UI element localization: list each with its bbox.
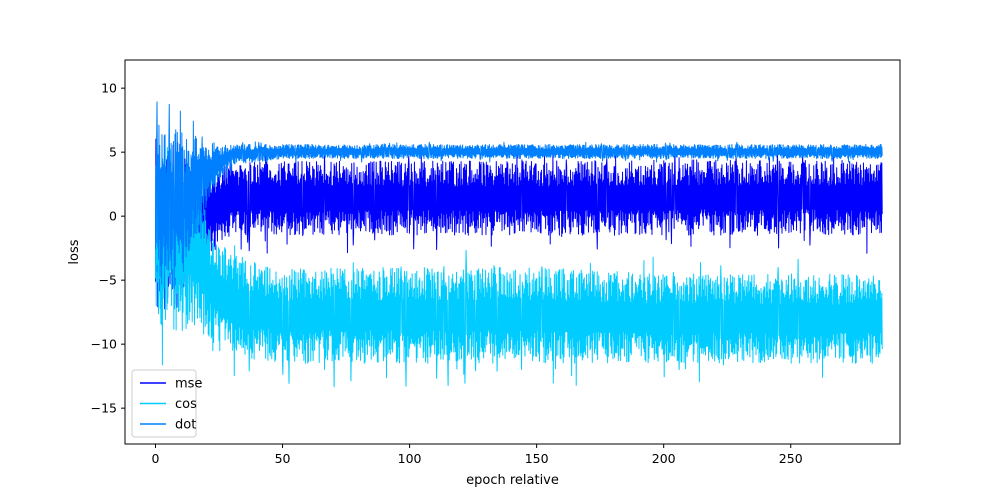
y-axis-ticks: −15 −10 −5 0 5 10	[91, 81, 125, 416]
y-tick-label: 0	[109, 209, 117, 224]
x-axis-ticks: 0 50 100 150 200 250	[152, 444, 803, 466]
y-tick-label: 5	[109, 145, 117, 160]
plot-frame	[124, 59, 901, 445]
series-line-dot	[154, 101, 883, 289]
y-tick-label: −5	[99, 273, 117, 288]
series-layer	[154, 101, 883, 388]
y-tick-label: −10	[91, 337, 117, 352]
legend-label-cos: cos	[175, 397, 197, 412]
x-tick-label: 150	[525, 451, 549, 466]
y-tick-label: 10	[101, 81, 117, 96]
y-tick-label: −15	[91, 401, 117, 416]
legend-label-dot: dot	[175, 418, 196, 433]
x-tick-label: 100	[398, 451, 422, 466]
x-axis-label: epoch relative	[466, 473, 559, 488]
legend-label-mse: mse	[175, 377, 202, 392]
series-line-mse	[154, 138, 883, 310]
x-tick-label: 50	[275, 451, 291, 466]
series-line-cos	[154, 146, 883, 388]
y-axis-label: loss	[67, 239, 82, 264]
x-tick-label: 200	[652, 451, 676, 466]
legend: mse cos dot	[131, 369, 202, 438]
x-tick-label: 250	[779, 451, 803, 466]
x-tick-label: 0	[152, 451, 160, 466]
